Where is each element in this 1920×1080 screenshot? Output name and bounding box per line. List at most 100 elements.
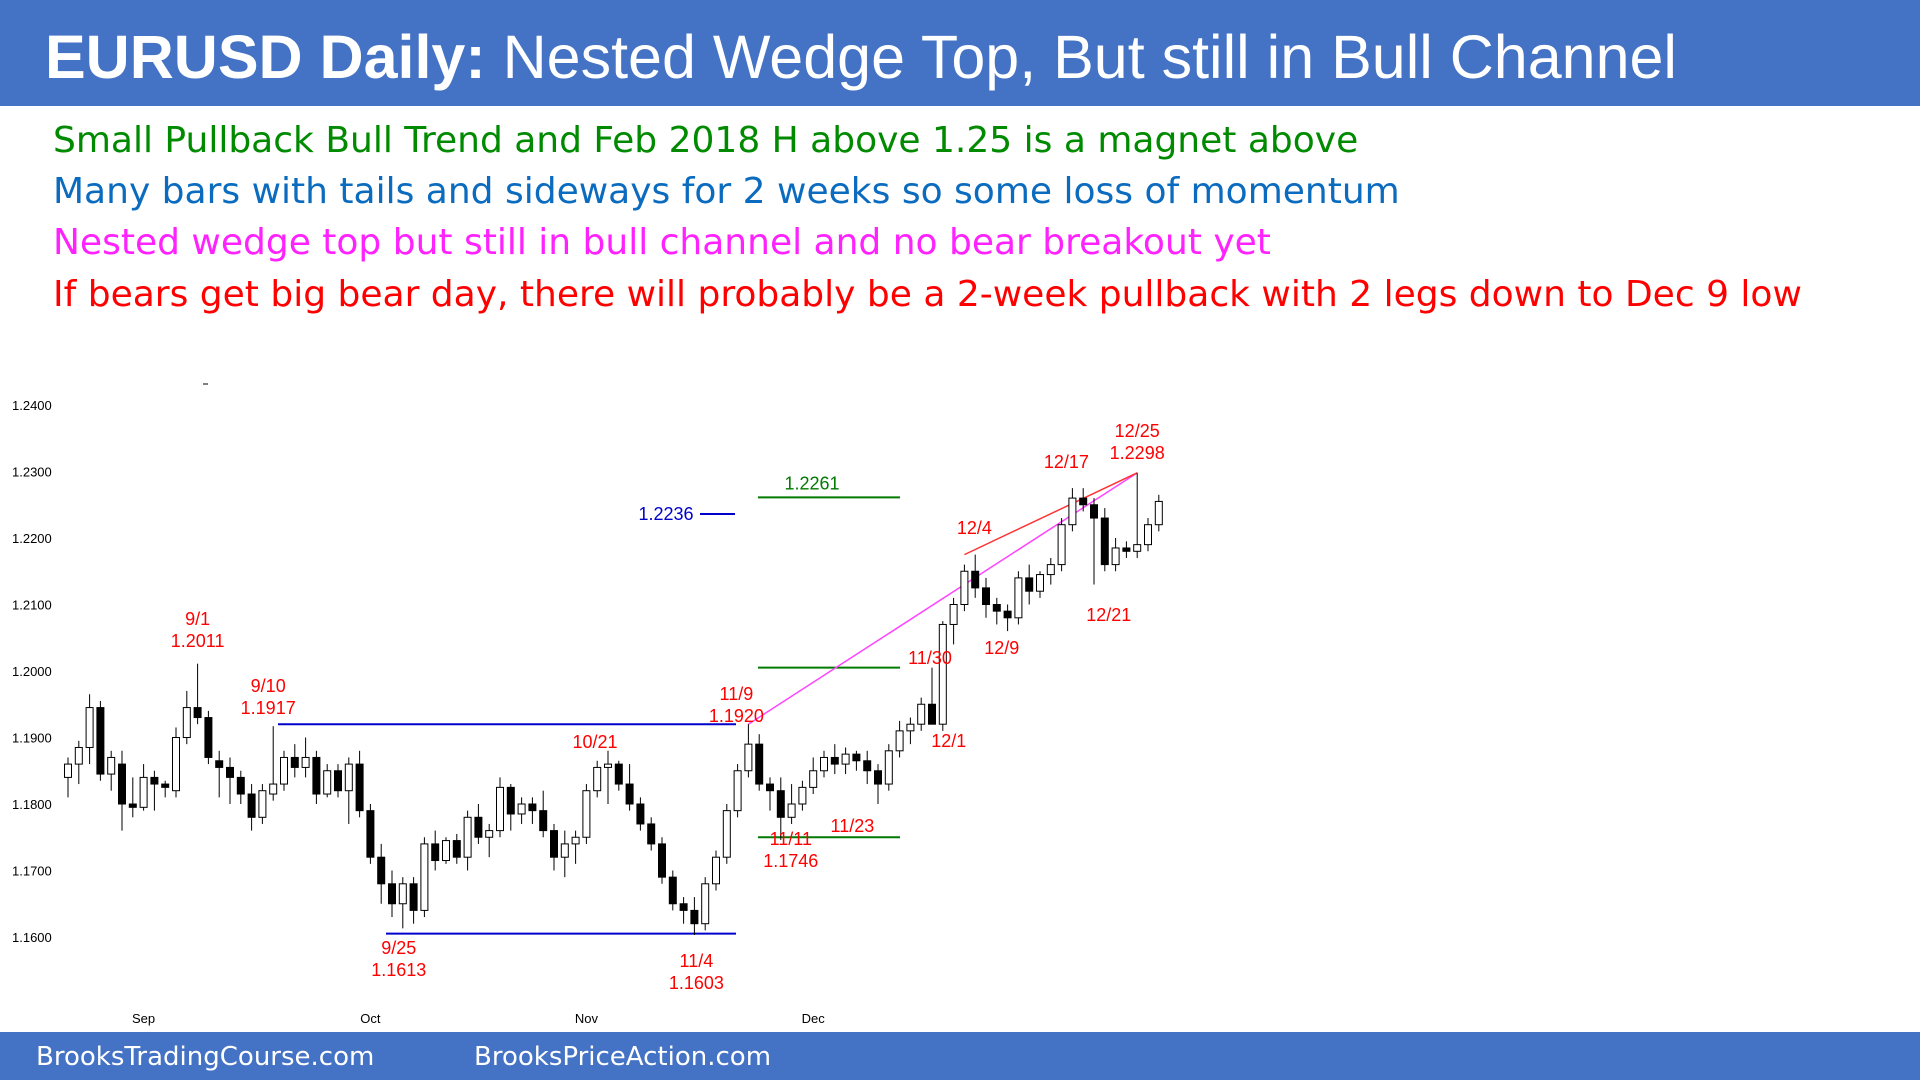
bull-candle xyxy=(172,737,180,792)
bear-candle xyxy=(312,756,321,795)
bull-candle xyxy=(1154,500,1163,526)
bear-candle xyxy=(204,717,213,758)
bull-candle xyxy=(85,707,94,748)
bear-candle xyxy=(377,856,386,885)
note-line-1: Small Pullback Bull Trend and Feb 2018 H… xyxy=(53,120,1359,161)
bull-candle xyxy=(582,790,591,838)
bull-candle xyxy=(938,623,947,725)
bear-candle xyxy=(874,770,882,785)
bull-candle xyxy=(1111,547,1120,566)
note-line-2: Many bars with tails and sideways for 2 … xyxy=(53,171,1400,212)
bull-candle xyxy=(809,770,818,788)
page-title: EURUSD Daily: Nested Wedge Top, But stil… xyxy=(45,22,1677,92)
x-month-label: Sep xyxy=(132,1011,155,1026)
bull-candle xyxy=(560,843,569,858)
bear-candle xyxy=(550,830,558,858)
bull-candle xyxy=(712,856,720,885)
bear-candle xyxy=(755,743,764,785)
bull-candle xyxy=(733,770,742,812)
bull-candle xyxy=(917,703,926,725)
bull-candle xyxy=(258,790,267,818)
bear-candle xyxy=(1079,497,1088,506)
x-month-label: Nov xyxy=(575,1011,599,1026)
bear-candle xyxy=(290,756,299,768)
bull-candle xyxy=(798,786,807,805)
annotation-date-9-25: 9/25 xyxy=(381,938,416,958)
bull-candle xyxy=(269,783,278,795)
level-label-1-2236: 1.2236 xyxy=(638,504,693,524)
bear-candle xyxy=(128,803,137,808)
annotation-date-11-11: 11/11 xyxy=(770,829,812,849)
y-tick-label: 1.2400 xyxy=(12,398,52,413)
annotation-value-11-9: 1.1920 xyxy=(709,706,764,726)
y-tick-label: 1.2100 xyxy=(12,598,52,613)
bear-candle xyxy=(539,810,548,832)
footer-bar xyxy=(0,1032,1920,1080)
bull-candle xyxy=(1046,564,1055,576)
bear-candle xyxy=(614,763,623,785)
bull-candle xyxy=(906,723,915,732)
bear-candle xyxy=(355,763,364,812)
y-tick-label: 1.2000 xyxy=(12,664,52,679)
bull-candle xyxy=(1036,574,1044,592)
bull-candle xyxy=(593,766,602,792)
annotation-date-12-9: 12/9 xyxy=(984,638,1019,658)
bear-candle xyxy=(776,790,785,818)
bear-candle xyxy=(193,707,202,719)
bear-candle xyxy=(928,703,936,725)
footer-site-right[interactable]: BrooksPriceAction.com xyxy=(474,1042,772,1072)
bear-candle xyxy=(431,843,440,862)
bear-candle xyxy=(118,763,126,805)
bear-candle xyxy=(474,816,483,838)
level-label-1-2261: 1.2261 xyxy=(784,473,839,493)
bear-candle xyxy=(409,883,418,911)
bear-candle xyxy=(1122,547,1131,552)
title-bar xyxy=(0,0,1920,106)
bull-candle xyxy=(722,810,731,858)
bear-candle xyxy=(852,753,861,762)
bull-candle xyxy=(398,883,407,905)
bull-candle xyxy=(344,763,353,792)
bull-candle xyxy=(280,756,288,785)
bear-candle xyxy=(690,909,699,925)
bear-candle xyxy=(506,786,515,815)
bull-candle xyxy=(1133,544,1142,552)
note-line-4: If bears get big bear day, there will pr… xyxy=(53,274,1802,315)
bear-candle xyxy=(636,803,645,825)
bear-candle xyxy=(150,776,159,785)
bear-candle xyxy=(226,766,234,778)
bull-candle xyxy=(895,730,904,752)
bull-candle xyxy=(604,763,612,768)
bear-candle xyxy=(528,803,537,812)
bear-candle xyxy=(625,783,634,805)
bear-candle xyxy=(1090,504,1098,519)
bull-candle xyxy=(517,803,526,815)
annotation-date-12-25: 12/25 xyxy=(1115,421,1160,441)
bull-candle xyxy=(442,840,450,862)
annotation-date-12-21: 12/21 xyxy=(1086,605,1131,625)
bear-candle xyxy=(830,756,839,765)
x-month-label: Dec xyxy=(802,1011,826,1026)
bull-candle xyxy=(74,746,83,765)
footer-site-left[interactable]: BrooksTradingCourse.com xyxy=(36,1042,375,1072)
annotation-value-9-25: 1.1613 xyxy=(371,960,426,980)
note-line-3: Nested wedge top but still in bull chann… xyxy=(53,222,1271,263)
bear-candle xyxy=(766,783,774,792)
y-tick-label: 1.1900 xyxy=(12,731,52,746)
bear-candle xyxy=(647,823,656,845)
annotation-date-11-30: 11/30 xyxy=(908,648,952,668)
annotation-date-12-17: 12/17 xyxy=(1044,452,1089,472)
bear-candle xyxy=(679,903,688,911)
title-rest: Nested Wedge Top, But still in Bull Chan… xyxy=(485,23,1677,91)
bear-candle xyxy=(388,883,396,905)
bull-candle xyxy=(960,570,969,605)
bull-candle xyxy=(301,756,310,768)
bear-candle xyxy=(982,587,990,605)
bull-candle xyxy=(744,743,753,772)
price-chart: 1.2400 1.2300 1.2200 1.2100 1.2000 1.1900 1.18… xyxy=(12,383,1165,1026)
bull-candle xyxy=(841,753,850,765)
bear-candle xyxy=(236,776,245,795)
bull-candle xyxy=(1057,524,1066,566)
title-bold: EURUSD Daily: xyxy=(45,23,486,91)
bull-candle xyxy=(463,816,472,858)
